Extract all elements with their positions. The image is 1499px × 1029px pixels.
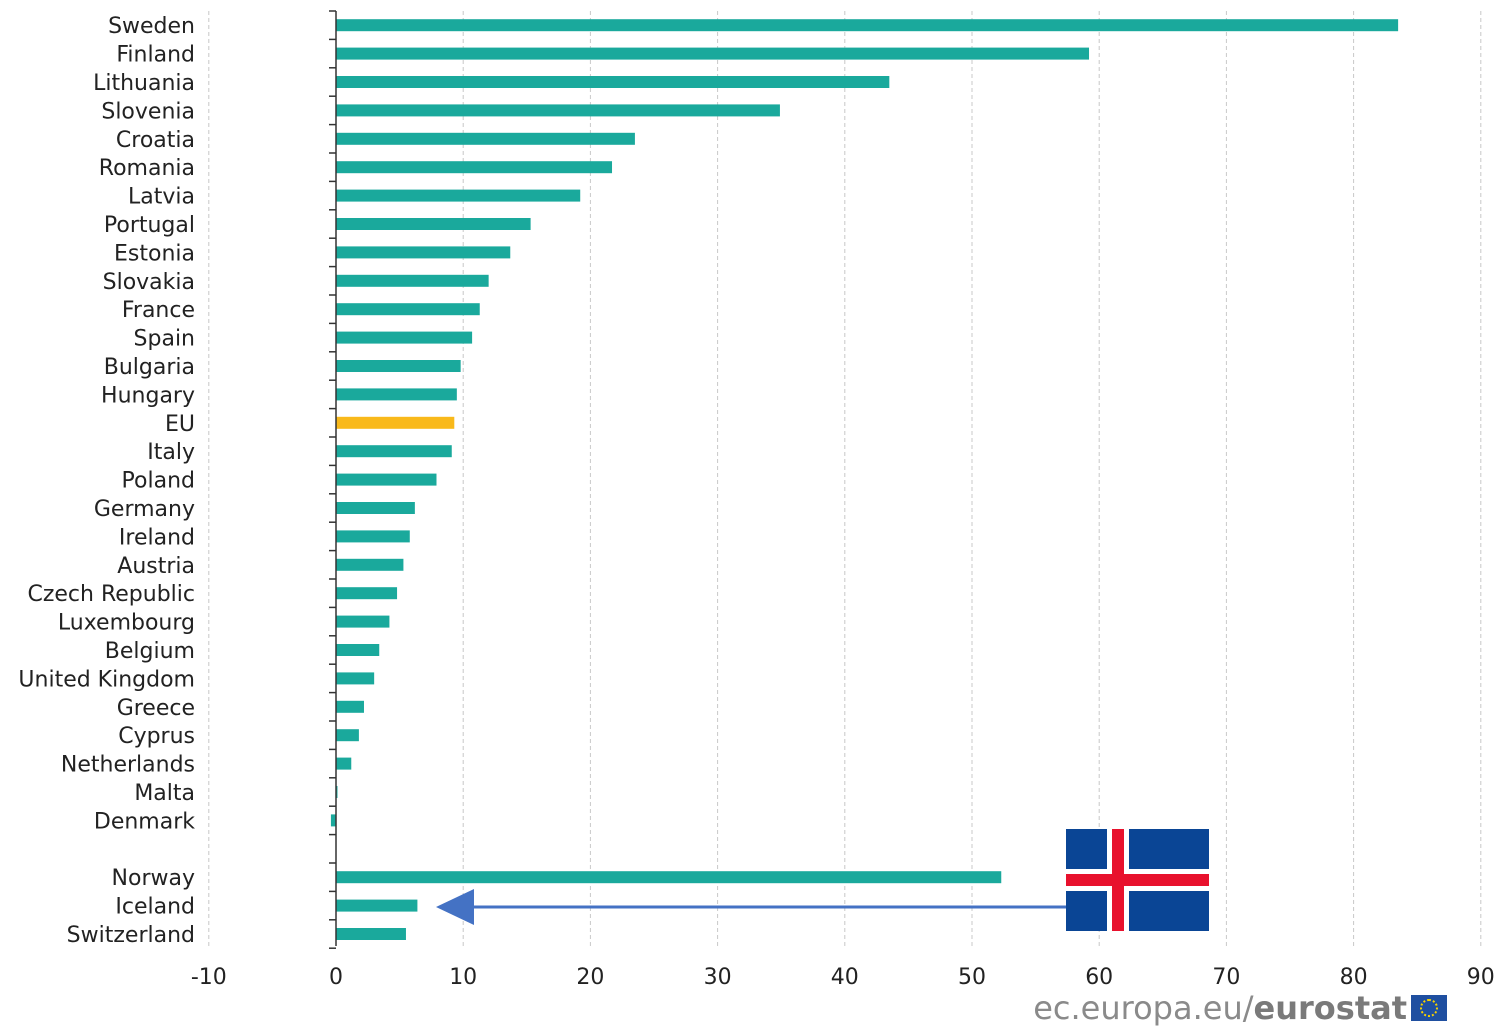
category-label: Austria: [117, 554, 195, 579]
x-tick-labels: -10 0 10 20 30 40 50 60 70 80 90: [191, 965, 1495, 990]
category-label: Romania: [99, 156, 195, 181]
y-axis: [329, 10, 337, 949]
category-label: Iceland: [115, 895, 195, 920]
category-label: Finland: [116, 43, 195, 68]
bar-ireland: [336, 530, 410, 543]
x-tick-label: 80: [1340, 965, 1368, 990]
category-label: Germany: [94, 497, 195, 522]
bar-france: [336, 303, 480, 316]
x-tick-label: 90: [1467, 965, 1495, 990]
bar-greece: [336, 700, 364, 713]
category-label: Slovakia: [103, 270, 195, 295]
category-label: Croatia: [116, 128, 195, 153]
bar-latvia: [336, 189, 581, 202]
x-tick-label: 50: [958, 965, 986, 990]
category-label: Czech Republic: [27, 582, 195, 607]
bar-poland: [336, 473, 437, 486]
category-label: Portugal: [104, 213, 195, 238]
category-label: Malta: [134, 781, 195, 806]
x-tick-label: 40: [831, 965, 859, 990]
bar-lithuania: [336, 76, 890, 88]
iceland-annotation: [436, 829, 1209, 931]
category-label: Poland: [122, 469, 195, 494]
source-prefix: ec.europa.eu/: [1033, 989, 1254, 1027]
category-label: Bulgaria: [104, 355, 195, 380]
category-label: Latvia: [128, 185, 195, 210]
bar-cyprus: [336, 729, 359, 742]
category-label: Estonia: [114, 241, 195, 266]
x-tick-label: 0: [329, 965, 343, 990]
x-tick-label: 20: [576, 965, 604, 990]
bar-portugal: [336, 218, 531, 230]
category-label: Switzerland: [67, 923, 195, 948]
category-label: United Kingdom: [18, 667, 195, 692]
bar-germany: [336, 502, 415, 514]
x-tick-label: -10: [191, 965, 227, 990]
x-tick-label: 70: [1212, 965, 1240, 990]
category-label: Lithuania: [93, 71, 195, 96]
source-credit: ec.europa.eu/eurostat: [1033, 989, 1447, 1027]
eu-flag-icon: [1411, 995, 1447, 1021]
bar-switzerland: [336, 928, 406, 940]
bar-eu: [336, 416, 455, 429]
bar-estonia: [336, 246, 511, 259]
category-label: Cyprus: [118, 724, 195, 749]
category-labels: Sweden Finland Lithuania Slovenia Croatia Rom…: [18, 14, 195, 948]
bar-finland: [336, 47, 1090, 60]
category-label: Hungary: [101, 383, 195, 408]
x-tick-label: 30: [704, 965, 732, 990]
category-label: France: [122, 298, 195, 323]
x-tick-label: 60: [1085, 965, 1113, 990]
bar-denmark: [330, 814, 336, 827]
gridlines: [208, 11, 1482, 946]
bar-united-kingdom: [336, 672, 375, 685]
bar-norway: [336, 871, 1002, 884]
category-label: Belgium: [105, 639, 195, 664]
x-tick-label: 10: [449, 965, 477, 990]
bar-czech-republic: [336, 587, 398, 600]
category-label: Greece: [117, 696, 195, 721]
bar-spain: [336, 331, 473, 344]
category-label: Norway: [112, 866, 195, 891]
category-label: Spain: [134, 327, 195, 352]
category-label: EU: [165, 412, 195, 437]
bar-iceland: [336, 899, 418, 912]
category-label: Sweden: [108, 14, 195, 39]
bar-netherlands: [336, 757, 352, 770]
bar-sweden: [336, 19, 1399, 32]
bar-italy: [336, 445, 452, 458]
category-label: Slovenia: [101, 99, 195, 124]
source-brand: eurostat: [1253, 989, 1407, 1027]
bar-slovakia: [336, 274, 489, 287]
bar-belgium: [336, 644, 380, 656]
bar-romania: [336, 161, 613, 174]
category-label: Denmark: [94, 809, 195, 834]
bar-bulgaria: [336, 360, 461, 372]
bar-hungary: [336, 388, 457, 401]
arrow-head-icon: [436, 889, 474, 925]
bar-slovenia: [336, 104, 780, 117]
category-label: Luxembourg: [58, 611, 195, 636]
iceland-flag-icon: [1066, 829, 1209, 931]
bars: [330, 19, 1399, 940]
category-label: Ireland: [119, 525, 195, 550]
bar-austria: [336, 558, 404, 571]
category-label: Italy: [147, 440, 195, 465]
bar-croatia: [336, 132, 635, 145]
category-label: Netherlands: [61, 753, 195, 778]
bar-luxembourg: [336, 615, 390, 628]
